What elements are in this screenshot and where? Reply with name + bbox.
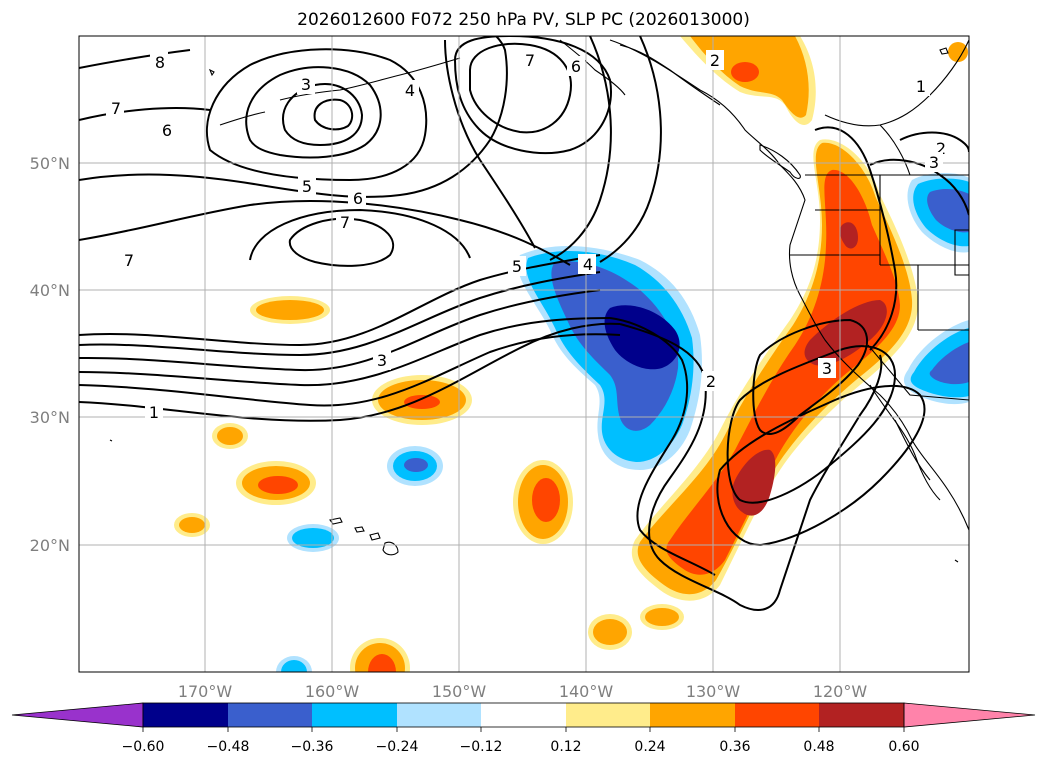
colorbar-segment <box>566 703 650 727</box>
pv-positive-blob <box>645 608 679 626</box>
pv-positive-band-top-1 <box>732 449 776 516</box>
pv-negative-blob <box>292 528 334 548</box>
pv-positive-blob <box>948 42 968 62</box>
colorbar-segment <box>650 703 735 727</box>
contour-label: 2 <box>710 51 720 70</box>
pv-negative-blob <box>404 458 428 472</box>
map-area: 8 7 6 3 4 7 6 2 1 2 3 5 6 7 7 5 4 3 2 3 … <box>79 36 969 672</box>
colorbar-segment <box>481 703 566 727</box>
pv-positive-blob <box>404 395 440 409</box>
colorbar-tick-label: 0.24 <box>634 739 665 755</box>
graticule <box>79 36 969 672</box>
contour-label: 2 <box>706 372 716 391</box>
colorbar-tick-label: −0.24 <box>376 739 419 755</box>
contour-label: 7 <box>111 99 121 118</box>
colorbar-tick-label: −0.36 <box>291 739 334 755</box>
pv-positive-band-top-2 <box>804 300 887 366</box>
colorbar-extend-low <box>11 702 144 728</box>
contour-label: 3 <box>301 75 311 94</box>
pv-positive-band-top-3 <box>839 222 858 249</box>
pv-negative-east-inner <box>929 342 969 385</box>
colorbar-segment <box>397 703 481 727</box>
pv-positive-blob <box>593 619 627 645</box>
pv-negative-north-inner <box>927 188 969 233</box>
colorbar-segment <box>312 703 397 727</box>
contour-label: 7 <box>124 251 134 270</box>
contour-label: 3 <box>377 351 387 370</box>
lat-label: 50°N <box>30 154 70 173</box>
pv-positive-blob <box>217 427 243 445</box>
contour-label: 6 <box>353 189 363 208</box>
pv-negative-blob <box>281 660 307 672</box>
lon-label: 160°W <box>305 682 360 701</box>
colorbar-tick-label: −0.12 <box>460 739 503 755</box>
contour-label: 7 <box>525 51 535 70</box>
colorbar-extend-high <box>903 702 1036 728</box>
colorbar-segment <box>228 703 312 727</box>
lon-label: 140°W <box>559 682 614 701</box>
contour-label: 5 <box>302 177 312 196</box>
lon-label: 130°W <box>686 682 741 701</box>
colorbar-segment <box>143 703 228 727</box>
pv-positive-blob <box>256 300 324 320</box>
lon-label: 120°W <box>813 682 868 701</box>
contour-label-group: 8 7 6 3 4 7 6 2 1 2 3 5 6 7 7 5 4 3 2 3 … <box>106 50 950 422</box>
pv-positive-blob <box>258 476 298 494</box>
lat-label: 30°N <box>30 408 70 427</box>
contour-label: 7 <box>340 213 350 232</box>
pv-positive-blob <box>179 517 205 533</box>
pv-positive-blob <box>532 478 560 522</box>
colorbar-tick-label: 0.48 <box>803 739 834 755</box>
colorbar-tick-label: 0.60 <box>888 739 919 755</box>
map-frame <box>78 35 970 673</box>
lat-label: 20°N <box>30 536 70 555</box>
colorbar-tick-label: −0.48 <box>207 739 250 755</box>
contour-label: 4 <box>583 255 593 274</box>
contour-label: 2 <box>936 139 946 158</box>
lon-label: 170°W <box>178 682 233 701</box>
contour-label: 6 <box>571 57 581 76</box>
colorbar-tick-label: 0.12 <box>550 739 581 755</box>
lon-label: 150°W <box>432 682 487 701</box>
lat-label: 40°N <box>30 281 70 300</box>
colorbar: −0.60 −0.48 −0.36 −0.24 −0.12 0.12 0.24 … <box>11 702 1036 755</box>
pv-positive-blob <box>368 654 396 672</box>
contour-label: 1 <box>149 403 159 422</box>
colorbar-tick-label: 0.36 <box>719 739 750 755</box>
pv-positive-blob <box>731 62 759 82</box>
contour-label: 5 <box>512 257 522 276</box>
map-title: 2026012600 F072 250 hPa PV, SLP PC (2026… <box>297 10 750 30</box>
colorbar-segment <box>735 703 819 727</box>
contour-label: 1 <box>916 77 926 96</box>
contour-label: 4 <box>405 81 415 100</box>
contour-label: 8 <box>155 53 165 72</box>
contour-label: 3 <box>822 359 832 378</box>
lon-axis: 170°W 160°W 150°W 140°W 130°W 120°W <box>178 682 868 701</box>
lat-axis: 50°N 40°N 30°N 20°N <box>30 154 70 555</box>
colorbar-tick-label: −0.60 <box>122 739 165 755</box>
contour-label: 3 <box>929 153 939 172</box>
contour-label: 6 <box>162 121 172 140</box>
colorbar-segment <box>819 703 904 727</box>
